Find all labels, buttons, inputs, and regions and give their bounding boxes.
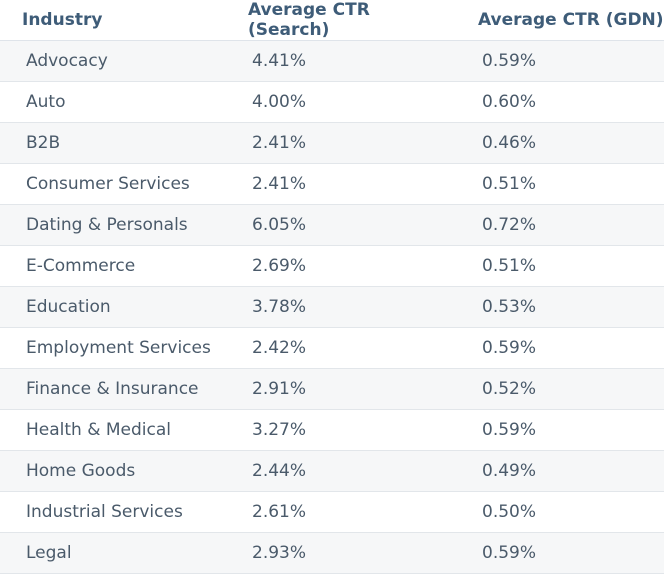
cell-industry: E-Commerce [0,245,225,287]
cell-ctr-gdn: 0.59% [455,532,664,574]
header-ctr-gdn: Average CTR (GDN) [455,0,664,41]
table-row: Health & Medical 3.27% 0.59% [0,409,664,451]
table-body: Advocacy 4.41% 0.59% Auto 4.00% 0.60% B2… [0,40,664,574]
cell-ctr-search: 2.69% [225,245,455,287]
header-ctr-search: Average CTR (Search) [225,0,455,41]
cell-ctr-gdn: 0.59% [455,40,664,82]
table-row: Legal 2.93% 0.59% [0,532,664,574]
header-row: Industry Average CTR (Search) Average CT… [0,0,664,41]
cell-ctr-gdn: 0.59% [455,409,664,451]
cell-ctr-search: 3.27% [225,409,455,451]
table-row: Dating & Personals 6.05% 0.72% [0,204,664,246]
table-row: Home Goods 2.44% 0.49% [0,450,664,492]
table-row: E-Commerce 2.69% 0.51% [0,245,664,287]
table-row: Consumer Services 2.41% 0.51% [0,163,664,205]
table-row: Employment Services 2.42% 0.59% [0,327,664,369]
cell-industry: Legal [0,532,225,574]
header-industry: Industry [0,0,225,41]
cell-industry: Employment Services [0,327,225,369]
cell-industry: Education [0,286,225,328]
cell-industry: Industrial Services [0,491,225,533]
cell-ctr-search: 2.41% [225,122,455,164]
cell-ctr-gdn: 0.53% [455,286,664,328]
cell-ctr-gdn: 0.59% [455,327,664,369]
cell-industry: Dating & Personals [0,204,225,246]
cell-ctr-gdn: 0.51% [455,163,664,205]
cell-ctr-gdn: 0.72% [455,204,664,246]
table-row: Education 3.78% 0.53% [0,286,664,328]
table-row: Auto 4.00% 0.60% [0,81,664,123]
table-row: Advocacy 4.41% 0.59% [0,40,664,82]
table-header: Industry Average CTR (Search) Average CT… [0,0,664,41]
cell-ctr-gdn: 0.60% [455,81,664,123]
cell-ctr-search: 3.78% [225,286,455,328]
cell-industry: Health & Medical [0,409,225,451]
cell-ctr-search: 2.42% [225,327,455,369]
cell-ctr-gdn: 0.49% [455,450,664,492]
cell-ctr-search: 2.61% [225,491,455,533]
table-row: Finance & Insurance 2.91% 0.52% [0,368,664,410]
cell-ctr-gdn: 0.52% [455,368,664,410]
table-row: B2B 2.41% 0.46% [0,122,664,164]
cell-industry: Advocacy [0,40,225,82]
cell-industry: Home Goods [0,450,225,492]
cell-ctr-search: 4.41% [225,40,455,82]
cell-industry: Auto [0,81,225,123]
cell-industry: Consumer Services [0,163,225,205]
cell-ctr-search: 6.05% [225,204,455,246]
cell-ctr-gdn: 0.46% [455,122,664,164]
cell-industry: Finance & Insurance [0,368,225,410]
cell-industry: B2B [0,122,225,164]
cell-ctr-search: 2.91% [225,368,455,410]
cell-ctr-search: 2.93% [225,532,455,574]
cell-ctr-gdn: 0.50% [455,491,664,533]
cell-ctr-search: 2.44% [225,450,455,492]
table-row: Industrial Services 2.61% 0.50% [0,491,664,533]
cell-ctr-search: 4.00% [225,81,455,123]
cell-ctr-search: 2.41% [225,163,455,205]
cell-ctr-gdn: 0.51% [455,245,664,287]
